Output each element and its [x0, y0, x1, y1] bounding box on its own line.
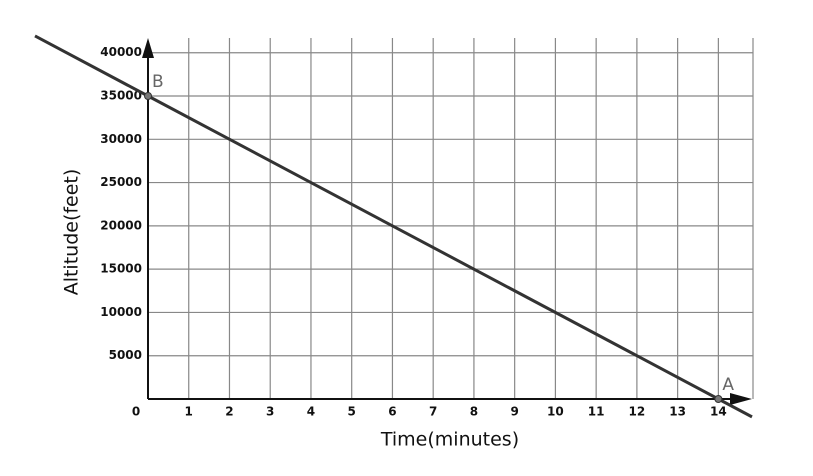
- y-tick-label: 5000: [109, 348, 142, 362]
- x-tick-label: 4: [307, 405, 315, 419]
- x-tick-label: 10: [547, 405, 564, 419]
- x-tick-label: 11: [588, 405, 605, 419]
- x-tick-label: 7: [429, 405, 437, 419]
- x-tick-label: 13: [669, 405, 686, 419]
- point: [144, 92, 152, 101]
- y-axis-arrow: [142, 38, 154, 58]
- y-tick-label: 15000: [100, 262, 142, 276]
- x-tick-label: 12: [629, 405, 646, 419]
- y-axis-label: Altitude(feet): [61, 169, 83, 296]
- point-label: B: [152, 72, 164, 92]
- line-extension: [34, 34, 149, 98]
- y-tick-label: 30000: [100, 132, 142, 146]
- x-tick-label: 0: [132, 405, 140, 419]
- y-tick-label: 10000: [100, 305, 142, 319]
- x-tick-label: 6: [388, 405, 396, 419]
- y-tick-label: 20000: [100, 218, 142, 232]
- x-axis-label: Time(minutes): [380, 429, 519, 451]
- x-tick-label: 9: [510, 405, 518, 419]
- x-tick-label: 14: [710, 405, 727, 419]
- x-tick-label: 3: [266, 405, 274, 419]
- x-tick-label: 2: [225, 405, 233, 419]
- y-tick-label: 40000: [100, 45, 142, 59]
- x-tick-label: 5: [348, 405, 356, 419]
- y-tick-label: 25000: [100, 175, 142, 189]
- point: [714, 395, 723, 403]
- y-tick-label: 35000: [100, 89, 142, 103]
- x-axis-arrow: [730, 393, 752, 405]
- x-tick-label: 8: [470, 405, 478, 419]
- data-line: [147, 94, 720, 401]
- line-extension: [717, 397, 753, 419]
- point-label: A: [722, 375, 734, 395]
- x-tick-label: 1: [185, 405, 193, 419]
